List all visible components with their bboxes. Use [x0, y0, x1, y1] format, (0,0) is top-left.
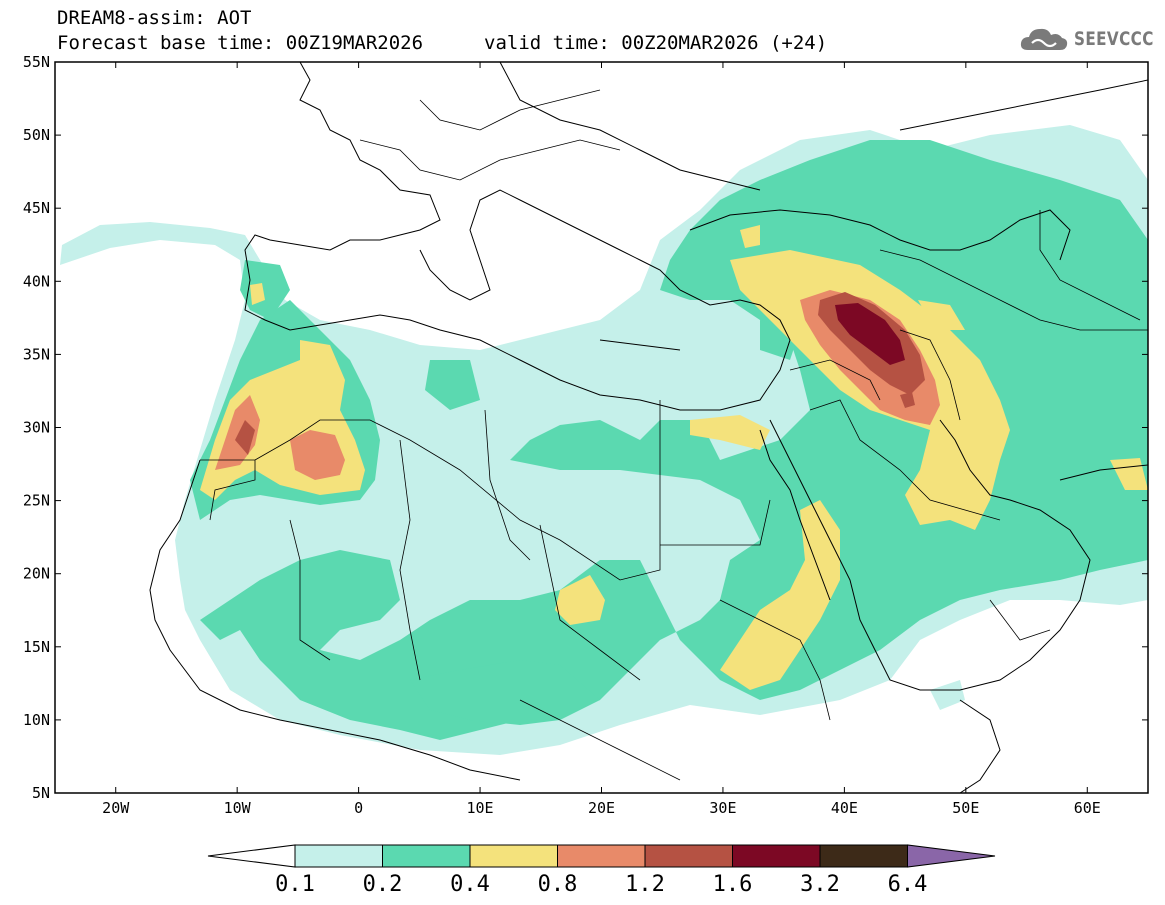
colorbar-label: 0.4 [450, 872, 490, 897]
colorbar-label: 1.2 [625, 872, 665, 897]
colorbar-segment [732, 844, 821, 868]
colorbar-segment [819, 844, 908, 868]
y-tick-label: 5N [32, 784, 50, 802]
colorbar-segment [469, 844, 558, 868]
x-tick-label: 10E [467, 799, 494, 817]
seevccc-logo: SEEVCCC [1018, 22, 1165, 56]
map-title: DREAM8-assim: AOT [57, 7, 252, 29]
y-tick-label: 50N [23, 126, 50, 144]
x-tick-marks [115, 62, 1088, 793]
x-tick-label: 0 [354, 799, 363, 817]
x-tick-label: 10W [224, 799, 252, 817]
x-tick-label: 60E [1074, 799, 1101, 817]
y-tick-label: 10N [23, 711, 50, 729]
colorbar-segment [294, 844, 383, 868]
y-tick-label: 20N [23, 565, 50, 583]
country-borders [200, 89, 1148, 781]
y-tick-labels: 55N 50N 45N 40N 35N 30N 25N 20N 15N 10N 5N [23, 53, 50, 802]
colorbar-label: 0.2 [363, 872, 403, 897]
y-tick-label: 25N [23, 492, 50, 510]
y-tick-label: 40N [23, 272, 50, 290]
colorbar-label: 1.6 [713, 872, 753, 897]
colorbar [207, 844, 996, 868]
y-tick-label: 45N [23, 199, 50, 217]
y-tick-label: 30N [23, 419, 50, 437]
coastlines [149, 62, 1148, 793]
colorbar-segment [557, 844, 646, 868]
colorbar-segment [644, 844, 733, 868]
colorbar-labels: 0.1 0.2 0.4 0.8 1.2 1.6 3.2 6.4 [275, 872, 927, 897]
x-tick-label: 20E [588, 799, 615, 817]
colorbar-label: 3.2 [800, 872, 840, 897]
y-tick-label: 15N [23, 638, 50, 656]
colorbar-label: 0.1 [275, 872, 315, 897]
x-tick-label: 50E [952, 799, 979, 817]
colorbar-label: 0.8 [538, 872, 578, 897]
valid-time: valid time: 00Z20MAR2026 (+24) [484, 32, 828, 54]
x-tick-label: 30E [709, 799, 736, 817]
x-tick-labels: 20W 10W 0 10E 20E 30E 40E 50E 60E [102, 799, 1101, 817]
cloud-logo-icon [1020, 28, 1068, 50]
x-tick-label: 20W [102, 799, 130, 817]
forecast-base-time: Forecast base time: 00Z19MAR2026 [57, 32, 424, 54]
aot-level-1.6 [835, 303, 905, 365]
y-tick-label: 35N [23, 345, 50, 363]
x-tick-label: 40E [831, 799, 858, 817]
aot-shading [60, 125, 1148, 755]
colorbar-label: 6.4 [888, 872, 928, 897]
colorbar-segment [382, 844, 471, 868]
colorbar-upper-arrow [907, 844, 996, 868]
colorbar-lower-arrow [207, 844, 296, 868]
logo-text: SEEVCCC [1074, 28, 1154, 50]
y-tick-label: 55N [23, 53, 50, 71]
y-tick-marks [55, 61, 1148, 794]
